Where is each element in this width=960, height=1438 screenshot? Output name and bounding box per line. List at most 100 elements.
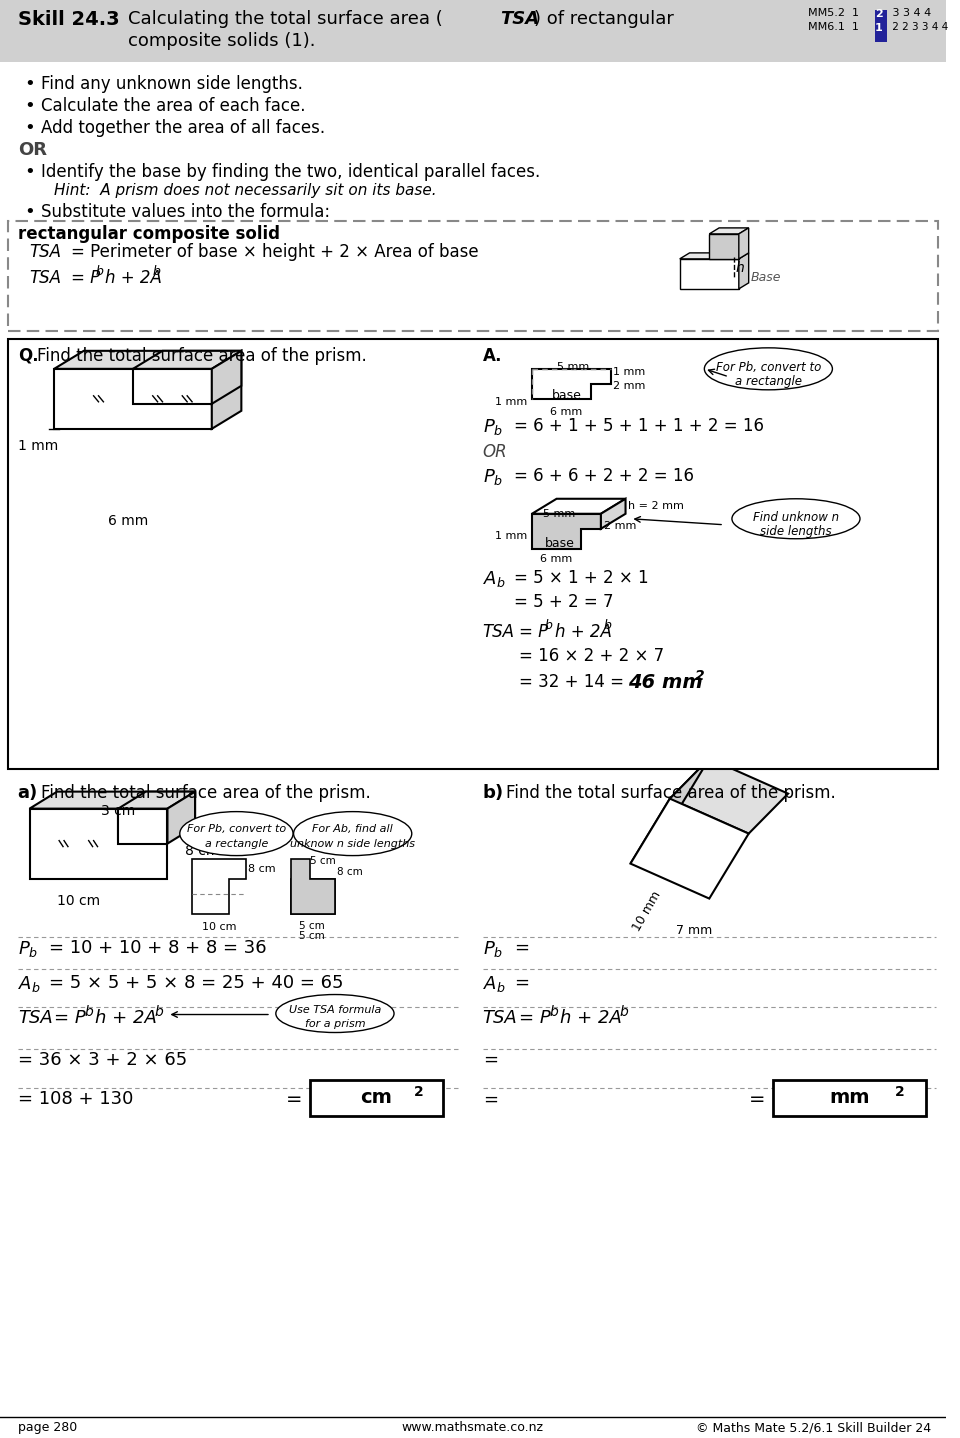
Ellipse shape (180, 811, 293, 856)
Text: = 32 + 14 =: = 32 + 14 = (519, 673, 630, 690)
Text: =: = (286, 1090, 302, 1110)
Text: a rectangle: a rectangle (735, 375, 802, 388)
Text: b: b (604, 618, 612, 631)
Text: 2: 2 (875, 9, 882, 19)
Bar (8, 339, 938, 769)
Text: Add together the area of all faces.: Add together the area of all faces. (41, 119, 325, 137)
Text: 1 mm: 1 mm (612, 367, 645, 377)
Text: $P_b$: $P_b$ (483, 939, 503, 959)
Text: 2: 2 (895, 1086, 904, 1100)
Text: Identify the base by finding the two, identical parallel faces.: Identify the base by finding the two, id… (41, 162, 540, 181)
Text: A.: A. (483, 347, 502, 365)
Text: b): b) (483, 784, 504, 801)
Text: 46 mm: 46 mm (629, 673, 704, 692)
Bar (875, 24, 887, 42)
Text: 7 mm: 7 mm (677, 923, 712, 936)
Polygon shape (291, 858, 335, 913)
Text: = 36 × 3 + 2 × 65: = 36 × 3 + 2 × 65 (17, 1051, 187, 1068)
Text: 2 mm: 2 mm (612, 381, 645, 391)
Text: •: • (25, 119, 36, 137)
Polygon shape (192, 858, 247, 913)
Text: Hint:  A prism does not necessarily sit on its base.: Hint: A prism does not necessarily sit o… (54, 183, 437, 198)
Text: = 5 + 2 = 7: = 5 + 2 = 7 (515, 592, 613, 611)
Text: Calculating the total surface area (: Calculating the total surface area ( (128, 10, 443, 27)
Text: 5 cm: 5 cm (300, 920, 325, 930)
Text: 10 mm: 10 mm (631, 889, 663, 933)
Text: 1 mm: 1 mm (494, 531, 527, 541)
Text: b: b (155, 1005, 163, 1018)
Text: side lengths: side lengths (760, 525, 831, 538)
Text: = 5 × 5 + 5 × 8 = 25 + 40 = 65: = 5 × 5 + 5 × 8 = 25 + 40 = 65 (49, 974, 344, 992)
Text: •: • (25, 75, 36, 93)
Text: b: b (619, 1005, 629, 1018)
Text: 5 cm: 5 cm (300, 930, 325, 940)
Polygon shape (532, 513, 601, 549)
Text: TSA: TSA (30, 243, 61, 260)
Polygon shape (709, 234, 739, 259)
Bar (875, 10, 887, 27)
Text: h + 2A: h + 2A (560, 1008, 621, 1027)
Text: www.mathsmate.co.nz: www.mathsmate.co.nz (402, 1421, 544, 1434)
Polygon shape (54, 368, 212, 429)
Text: $A_b$: $A_b$ (483, 974, 505, 994)
Text: h + 2A: h + 2A (95, 1008, 156, 1027)
Text: 8 cm: 8 cm (185, 844, 220, 857)
Text: base: base (544, 536, 574, 549)
Text: •: • (25, 203, 36, 221)
Text: 2: 2 (694, 669, 704, 683)
Text: = P: = P (519, 623, 548, 641)
Text: $A_b$: $A_b$ (17, 974, 40, 994)
Text: 3 cm: 3 cm (101, 804, 135, 818)
Text: = 6 + 6 + 2 + 2 = 16: = 6 + 6 + 2 + 2 = 16 (515, 467, 694, 485)
Text: cm: cm (360, 1089, 393, 1107)
Bar (0, 0, 946, 62)
Text: =: = (749, 1090, 765, 1110)
Text: •: • (25, 162, 36, 181)
Text: = P: = P (71, 269, 100, 286)
Text: =: = (515, 939, 529, 956)
Text: h + 2A: h + 2A (106, 269, 162, 286)
Text: For Pb, convert to: For Pb, convert to (716, 361, 821, 374)
Text: Find unknow n: Find unknow n (753, 510, 839, 523)
Text: a): a) (17, 784, 38, 801)
Ellipse shape (732, 499, 860, 539)
Text: © Maths Mate 5.2/6.1 Skill Builder 24: © Maths Mate 5.2/6.1 Skill Builder 24 (696, 1421, 931, 1434)
Text: b: b (153, 265, 160, 278)
Text: 1 mm: 1 mm (494, 397, 527, 407)
Polygon shape (709, 227, 749, 234)
Text: TSA: TSA (483, 1008, 517, 1027)
Text: = 6 + 1 + 5 + 1 + 1 + 2 = 16: = 6 + 1 + 5 + 1 + 1 + 2 = 16 (515, 417, 764, 434)
Text: 10 cm: 10 cm (202, 922, 236, 932)
Text: rectangular composite solid: rectangular composite solid (17, 224, 279, 243)
Text: For Ab, find all: For Ab, find all (312, 824, 393, 834)
Polygon shape (30, 808, 167, 879)
Text: TSA: TSA (30, 269, 61, 286)
Text: 1: 1 (875, 23, 882, 33)
Text: base: base (551, 388, 582, 401)
Text: Find the total surface area of the prism.: Find the total surface area of the prism… (506, 784, 836, 801)
Text: = P: = P (54, 1008, 86, 1027)
Bar (774, 1080, 926, 1116)
Text: TSA: TSA (483, 623, 515, 641)
Polygon shape (532, 368, 611, 398)
Polygon shape (739, 227, 749, 259)
Polygon shape (118, 808, 167, 844)
Text: composite solids (1).: composite solids (1). (128, 32, 316, 50)
Polygon shape (212, 351, 241, 404)
Text: b: b (96, 265, 104, 278)
Polygon shape (118, 792, 195, 808)
Text: = 5 × 1 + 2 × 1: = 5 × 1 + 2 × 1 (515, 569, 649, 587)
Text: Find the total surface area of the prism.: Find the total surface area of the prism… (41, 784, 372, 801)
Text: 5 mm: 5 mm (543, 509, 576, 519)
Polygon shape (680, 259, 739, 289)
Bar (807, 9, 936, 30)
Text: 2 mm: 2 mm (604, 521, 636, 531)
Text: •: • (25, 96, 36, 115)
Text: Find the total surface area of the prism.: Find the total surface area of the prism… (37, 347, 367, 365)
Text: Base: Base (751, 270, 781, 283)
Text: Skill 24.3: Skill 24.3 (17, 10, 119, 29)
Ellipse shape (276, 995, 394, 1032)
Text: For Pb, convert to: For Pb, convert to (187, 824, 286, 834)
Bar (8, 221, 938, 331)
Polygon shape (532, 499, 626, 513)
